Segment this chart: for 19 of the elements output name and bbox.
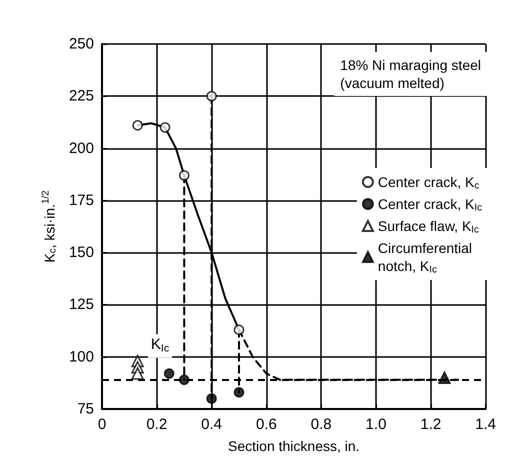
x-tick-label: 0.2 <box>146 416 168 433</box>
x-tick-label: 1.4 <box>475 416 496 433</box>
y-tick-label: 100 <box>68 348 94 366</box>
y-tick-label: 250 <box>68 36 94 52</box>
x-tick-label: 0.6 <box>256 416 277 433</box>
x-axis-title: Section thickness, in. <box>228 438 360 454</box>
y-tick-label: 225 <box>68 88 94 105</box>
x-tick-label: 1.2 <box>420 416 442 433</box>
y-axis-title: Kc, ksi·in.1/2 <box>40 190 59 263</box>
x-tick-label: 0.8 <box>310 416 332 433</box>
x-tick-label: 1.0 <box>366 416 386 433</box>
y-tick-label: 200 <box>68 140 94 157</box>
y-tick-label: 125 <box>68 296 94 314</box>
text: 18% Ni maraging steel (vacuum melted) <box>340 57 482 91</box>
x-tick-label: 0 <box>98 416 106 433</box>
y-tick-label: 150 <box>68 244 94 262</box>
x-tick-label: 0.4 <box>201 416 222 433</box>
y-tick-label: 175 <box>68 192 94 209</box>
y-tick-label: 75 <box>77 400 94 418</box>
